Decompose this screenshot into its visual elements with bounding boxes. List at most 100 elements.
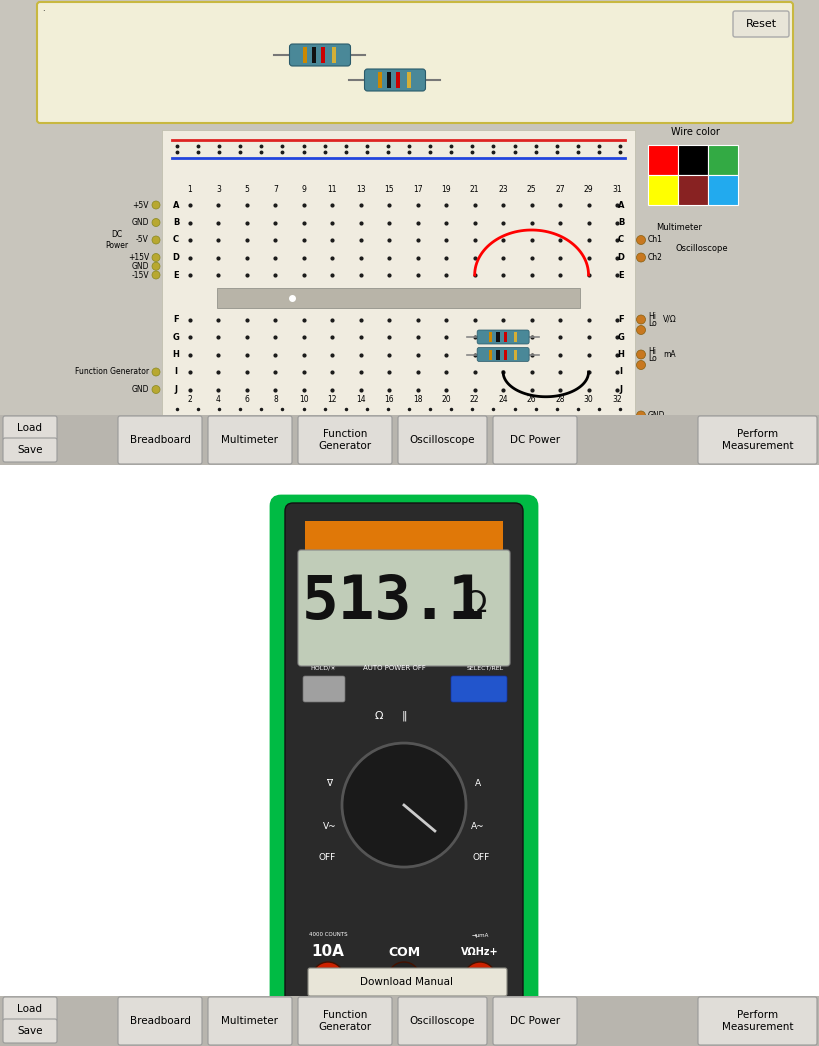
Text: 600V CAT II
1000V CAT I
FUSE 440mAMAX: 600V CAT II 1000V CAT I FUSE 440mAMAX bbox=[386, 999, 421, 1013]
FancyBboxPatch shape bbox=[3, 1019, 57, 1043]
Text: 1: 1 bbox=[188, 185, 192, 195]
Text: 7: 7 bbox=[273, 185, 278, 195]
Text: GND: GND bbox=[131, 218, 149, 227]
Bar bbox=[303, 47, 307, 63]
Text: Hi: Hi bbox=[647, 347, 655, 356]
Text: ⛓: ⛓ bbox=[723, 426, 735, 445]
Bar bbox=[647, 145, 677, 175]
Text: A~: A~ bbox=[471, 822, 484, 832]
FancyBboxPatch shape bbox=[697, 416, 816, 464]
Bar bbox=[677, 145, 707, 175]
Text: Function Generator: Function Generator bbox=[75, 367, 149, 377]
Circle shape bbox=[319, 970, 336, 986]
Text: A: A bbox=[617, 201, 623, 209]
Text: 10: 10 bbox=[299, 395, 308, 404]
Text: Multimeter: Multimeter bbox=[221, 1016, 278, 1026]
Circle shape bbox=[396, 970, 411, 986]
Text: Labs
Land: Labs Land bbox=[174, 425, 188, 435]
Circle shape bbox=[387, 962, 419, 994]
Text: F: F bbox=[173, 315, 179, 324]
FancyBboxPatch shape bbox=[297, 550, 509, 666]
Text: -5V: -5V bbox=[136, 235, 149, 245]
FancyBboxPatch shape bbox=[3, 416, 57, 440]
Bar bbox=[719, 427, 739, 444]
Text: Function
Generator: Function Generator bbox=[318, 1010, 371, 1031]
Text: A: A bbox=[173, 201, 179, 209]
Text: V~: V~ bbox=[323, 822, 337, 832]
FancyBboxPatch shape bbox=[3, 997, 57, 1021]
Text: +5V: +5V bbox=[133, 201, 149, 209]
Text: OFF: OFF bbox=[318, 854, 335, 862]
Bar bbox=[488, 349, 491, 360]
Text: Ch2: Ch2 bbox=[647, 253, 662, 262]
Bar bbox=[332, 47, 336, 63]
Circle shape bbox=[636, 315, 645, 324]
FancyBboxPatch shape bbox=[297, 416, 391, 464]
Text: 29: 29 bbox=[583, 185, 593, 195]
Text: 3: 3 bbox=[215, 185, 220, 195]
FancyBboxPatch shape bbox=[492, 416, 577, 464]
Bar bbox=[513, 349, 517, 360]
FancyBboxPatch shape bbox=[270, 496, 536, 1033]
FancyBboxPatch shape bbox=[397, 997, 486, 1045]
Text: Save: Save bbox=[17, 445, 43, 455]
Text: 9: 9 bbox=[301, 185, 306, 195]
Bar bbox=[647, 175, 677, 205]
Text: E: E bbox=[173, 271, 179, 279]
Text: 2: 2 bbox=[188, 395, 192, 404]
Circle shape bbox=[152, 201, 160, 209]
Circle shape bbox=[636, 253, 645, 262]
Text: 13: 13 bbox=[355, 185, 365, 195]
Text: GND: GND bbox=[647, 411, 665, 420]
Text: 11: 11 bbox=[327, 185, 337, 195]
Circle shape bbox=[152, 263, 160, 270]
FancyBboxPatch shape bbox=[3, 438, 57, 462]
FancyBboxPatch shape bbox=[364, 69, 425, 91]
Text: D: D bbox=[617, 253, 624, 262]
FancyBboxPatch shape bbox=[118, 416, 201, 464]
Text: 10A: 10A bbox=[311, 945, 344, 959]
Text: V̅: V̅ bbox=[327, 779, 333, 788]
Text: 17: 17 bbox=[413, 185, 422, 195]
Text: →μmA: →μmA bbox=[471, 932, 488, 937]
FancyBboxPatch shape bbox=[285, 503, 523, 1026]
Text: C: C bbox=[173, 235, 179, 245]
Text: DC Power: DC Power bbox=[509, 435, 559, 445]
Text: Multimeter: Multimeter bbox=[655, 224, 701, 232]
Circle shape bbox=[152, 368, 160, 376]
Bar bbox=[707, 145, 737, 175]
Circle shape bbox=[152, 219, 160, 227]
Text: Ω: Ω bbox=[374, 711, 382, 721]
Text: I: I bbox=[618, 367, 622, 377]
Bar bbox=[312, 47, 316, 63]
Text: Save: Save bbox=[17, 1026, 43, 1036]
Bar bbox=[321, 47, 324, 63]
Text: 26: 26 bbox=[526, 395, 536, 404]
Bar bbox=[504, 332, 507, 342]
Text: Breadboard: Breadboard bbox=[129, 1016, 190, 1026]
Text: Reset: Reset bbox=[744, 19, 776, 29]
Text: OFF: OFF bbox=[472, 854, 489, 862]
Circle shape bbox=[464, 962, 495, 994]
Text: VΩHz+: VΩHz+ bbox=[460, 947, 498, 957]
Bar bbox=[488, 332, 491, 342]
Text: 24: 24 bbox=[498, 395, 507, 404]
FancyBboxPatch shape bbox=[208, 416, 292, 464]
Text: 4000 COUNTS: 4000 COUNTS bbox=[308, 932, 347, 937]
Bar bbox=[305, 521, 502, 551]
Text: DC
Power: DC Power bbox=[106, 230, 129, 250]
Text: G: G bbox=[617, 333, 624, 341]
Circle shape bbox=[152, 386, 160, 393]
Text: 30: 30 bbox=[583, 395, 593, 404]
Bar bbox=[677, 175, 707, 205]
Text: GND: GND bbox=[131, 385, 149, 394]
Bar bbox=[495, 349, 499, 360]
Text: Function
Generator: Function Generator bbox=[318, 429, 371, 451]
Text: AUTO POWER OFF: AUTO POWER OFF bbox=[362, 665, 425, 670]
Text: GND: GND bbox=[131, 262, 149, 271]
Text: C: C bbox=[618, 235, 623, 245]
Text: V/Ω: V/Ω bbox=[663, 315, 676, 324]
Circle shape bbox=[636, 325, 645, 335]
Circle shape bbox=[152, 253, 160, 262]
Text: G: G bbox=[172, 333, 179, 341]
